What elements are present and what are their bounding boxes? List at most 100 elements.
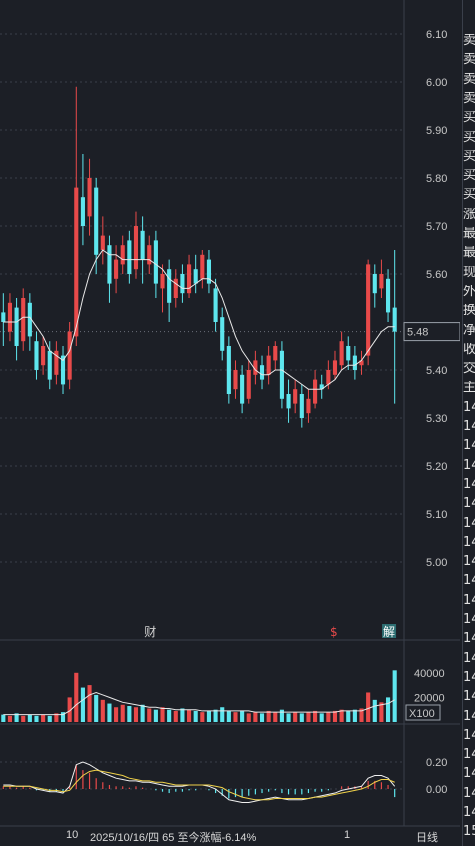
candle-body <box>339 341 344 366</box>
stock-chart[interactable]: 财 $ 解 6.10 6.00 5.90 5.80 5.70 5.60 5.40 5.30 5.20… <box>0 0 460 846</box>
side-panel-label: 买 <box>463 188 475 202</box>
side-panel-label: 14 <box>463 613 475 626</box>
volume-bar <box>366 692 371 722</box>
candle-body <box>379 274 384 289</box>
candle-body <box>306 398 311 414</box>
volume-bar <box>7 715 13 722</box>
volume-bar <box>193 710 198 722</box>
candle-body <box>392 307 397 332</box>
volume-bar <box>346 710 351 722</box>
macd-tick-label: 0.20 <box>426 757 447 769</box>
candle-body <box>41 346 46 366</box>
side-panel-label: 外 <box>463 284 475 298</box>
side-panel-label: 卖 <box>463 34 475 47</box>
macd-pane[interactable] <box>2 761 396 803</box>
volume-bar <box>313 710 318 722</box>
volume-bar <box>87 685 92 722</box>
candle-body <box>147 245 152 265</box>
volume-bar <box>107 703 112 722</box>
volume-tick-label: 20000 <box>414 692 445 704</box>
candle-body <box>140 230 145 260</box>
volume-bar <box>60 712 66 722</box>
volume-bar <box>160 707 165 722</box>
candle-body <box>326 370 331 385</box>
volume-bar <box>41 714 46 722</box>
quote-side-panel: 卖卖卖卖买买买买买涨最最现外换净收交主141414141414141414141… <box>462 0 475 846</box>
side-panel-label: 15 <box>463 825 475 839</box>
x-label-1: 1 <box>344 829 351 841</box>
price-tick-label: 5.40 <box>426 365 447 377</box>
side-panel-label: 14 <box>463 632 475 646</box>
volume-bar <box>200 712 205 722</box>
price-tick-label: 6.00 <box>426 77 447 89</box>
volume-bar <box>233 712 238 722</box>
side-panel-label: 卖 <box>463 91 475 105</box>
price-axis: 6.10 6.00 5.90 5.80 5.70 5.60 5.40 5.30 5.20 5.10… <box>403 29 460 796</box>
candle-body <box>240 374 245 404</box>
volume-bar <box>352 709 357 722</box>
candle-body <box>385 278 391 313</box>
volume-bar <box>385 697 391 722</box>
volume-bar <box>246 713 251 722</box>
volume-bar <box>279 709 284 722</box>
candle-body <box>213 288 218 322</box>
candle-body <box>87 178 92 217</box>
side-panel-label: 14 <box>463 728 475 742</box>
side-panel-label: 14 <box>463 535 475 549</box>
volume-bar <box>127 706 132 722</box>
volume-bar <box>27 714 32 722</box>
candle-body <box>286 394 291 409</box>
side-panel-label: 14 <box>463 439 475 453</box>
candle-body <box>233 370 238 390</box>
side-panel-label: 交 <box>463 362 475 376</box>
volume-bar <box>173 710 178 722</box>
candle-body <box>259 365 265 380</box>
candle-body <box>186 264 192 294</box>
volume-bar <box>114 707 119 722</box>
x-label-10: 10 <box>66 829 79 841</box>
candle-body <box>346 346 351 361</box>
candle-body <box>180 274 185 294</box>
volume-ma-line <box>3 691 395 716</box>
candle-body <box>279 350 284 399</box>
side-panel-label: 14 <box>463 767 475 781</box>
candle-body <box>153 240 158 284</box>
side-panel-label: 14 <box>463 574 475 588</box>
ma-line <box>3 249 395 390</box>
side-panel-label: 14 <box>463 806 475 819</box>
candle-body <box>299 394 304 418</box>
candle-body <box>167 269 172 303</box>
side-panel-label: 14 <box>463 477 475 491</box>
period-label[interactable]: 日线 <box>416 832 438 844</box>
volume-bar <box>74 672 79 722</box>
macd-tick-label: 0.00 <box>426 784 447 796</box>
price-tick-label: 5.60 <box>426 269 447 281</box>
candle-body <box>27 302 32 337</box>
volume-bar <box>259 713 265 722</box>
volume-bar <box>80 687 85 722</box>
volume-bar <box>67 697 72 722</box>
side-panel-label: 涨 <box>463 207 475 221</box>
current-price-label: 5.48 <box>407 327 428 339</box>
candle-body <box>94 187 99 255</box>
volume-bar <box>147 708 152 722</box>
volume-bar <box>339 709 344 722</box>
price-pane[interactable]: 财 $ 解 <box>1 86 397 639</box>
volume-pane[interactable] <box>1 670 397 722</box>
side-panel-label: 净 <box>463 323 475 337</box>
volume-bar <box>379 702 384 722</box>
info-text: 2025/10/16/四 65 至今涨幅-6.14% <box>90 832 257 844</box>
side-panel-label: 14 <box>463 497 475 511</box>
side-panel-label: 14 <box>463 786 475 800</box>
side-panel-label: 现 <box>463 265 475 279</box>
volume-bar <box>226 710 231 722</box>
price-tick-label: 5.70 <box>426 221 447 233</box>
side-panel-label: 14 <box>463 516 475 530</box>
volume-bar <box>326 712 331 722</box>
candle-body <box>352 355 357 370</box>
candle-body <box>206 259 212 284</box>
candle-body <box>372 274 377 294</box>
candle-body <box>253 360 258 375</box>
side-panel-label: 14 <box>463 670 475 684</box>
volume-bar <box>240 710 245 722</box>
